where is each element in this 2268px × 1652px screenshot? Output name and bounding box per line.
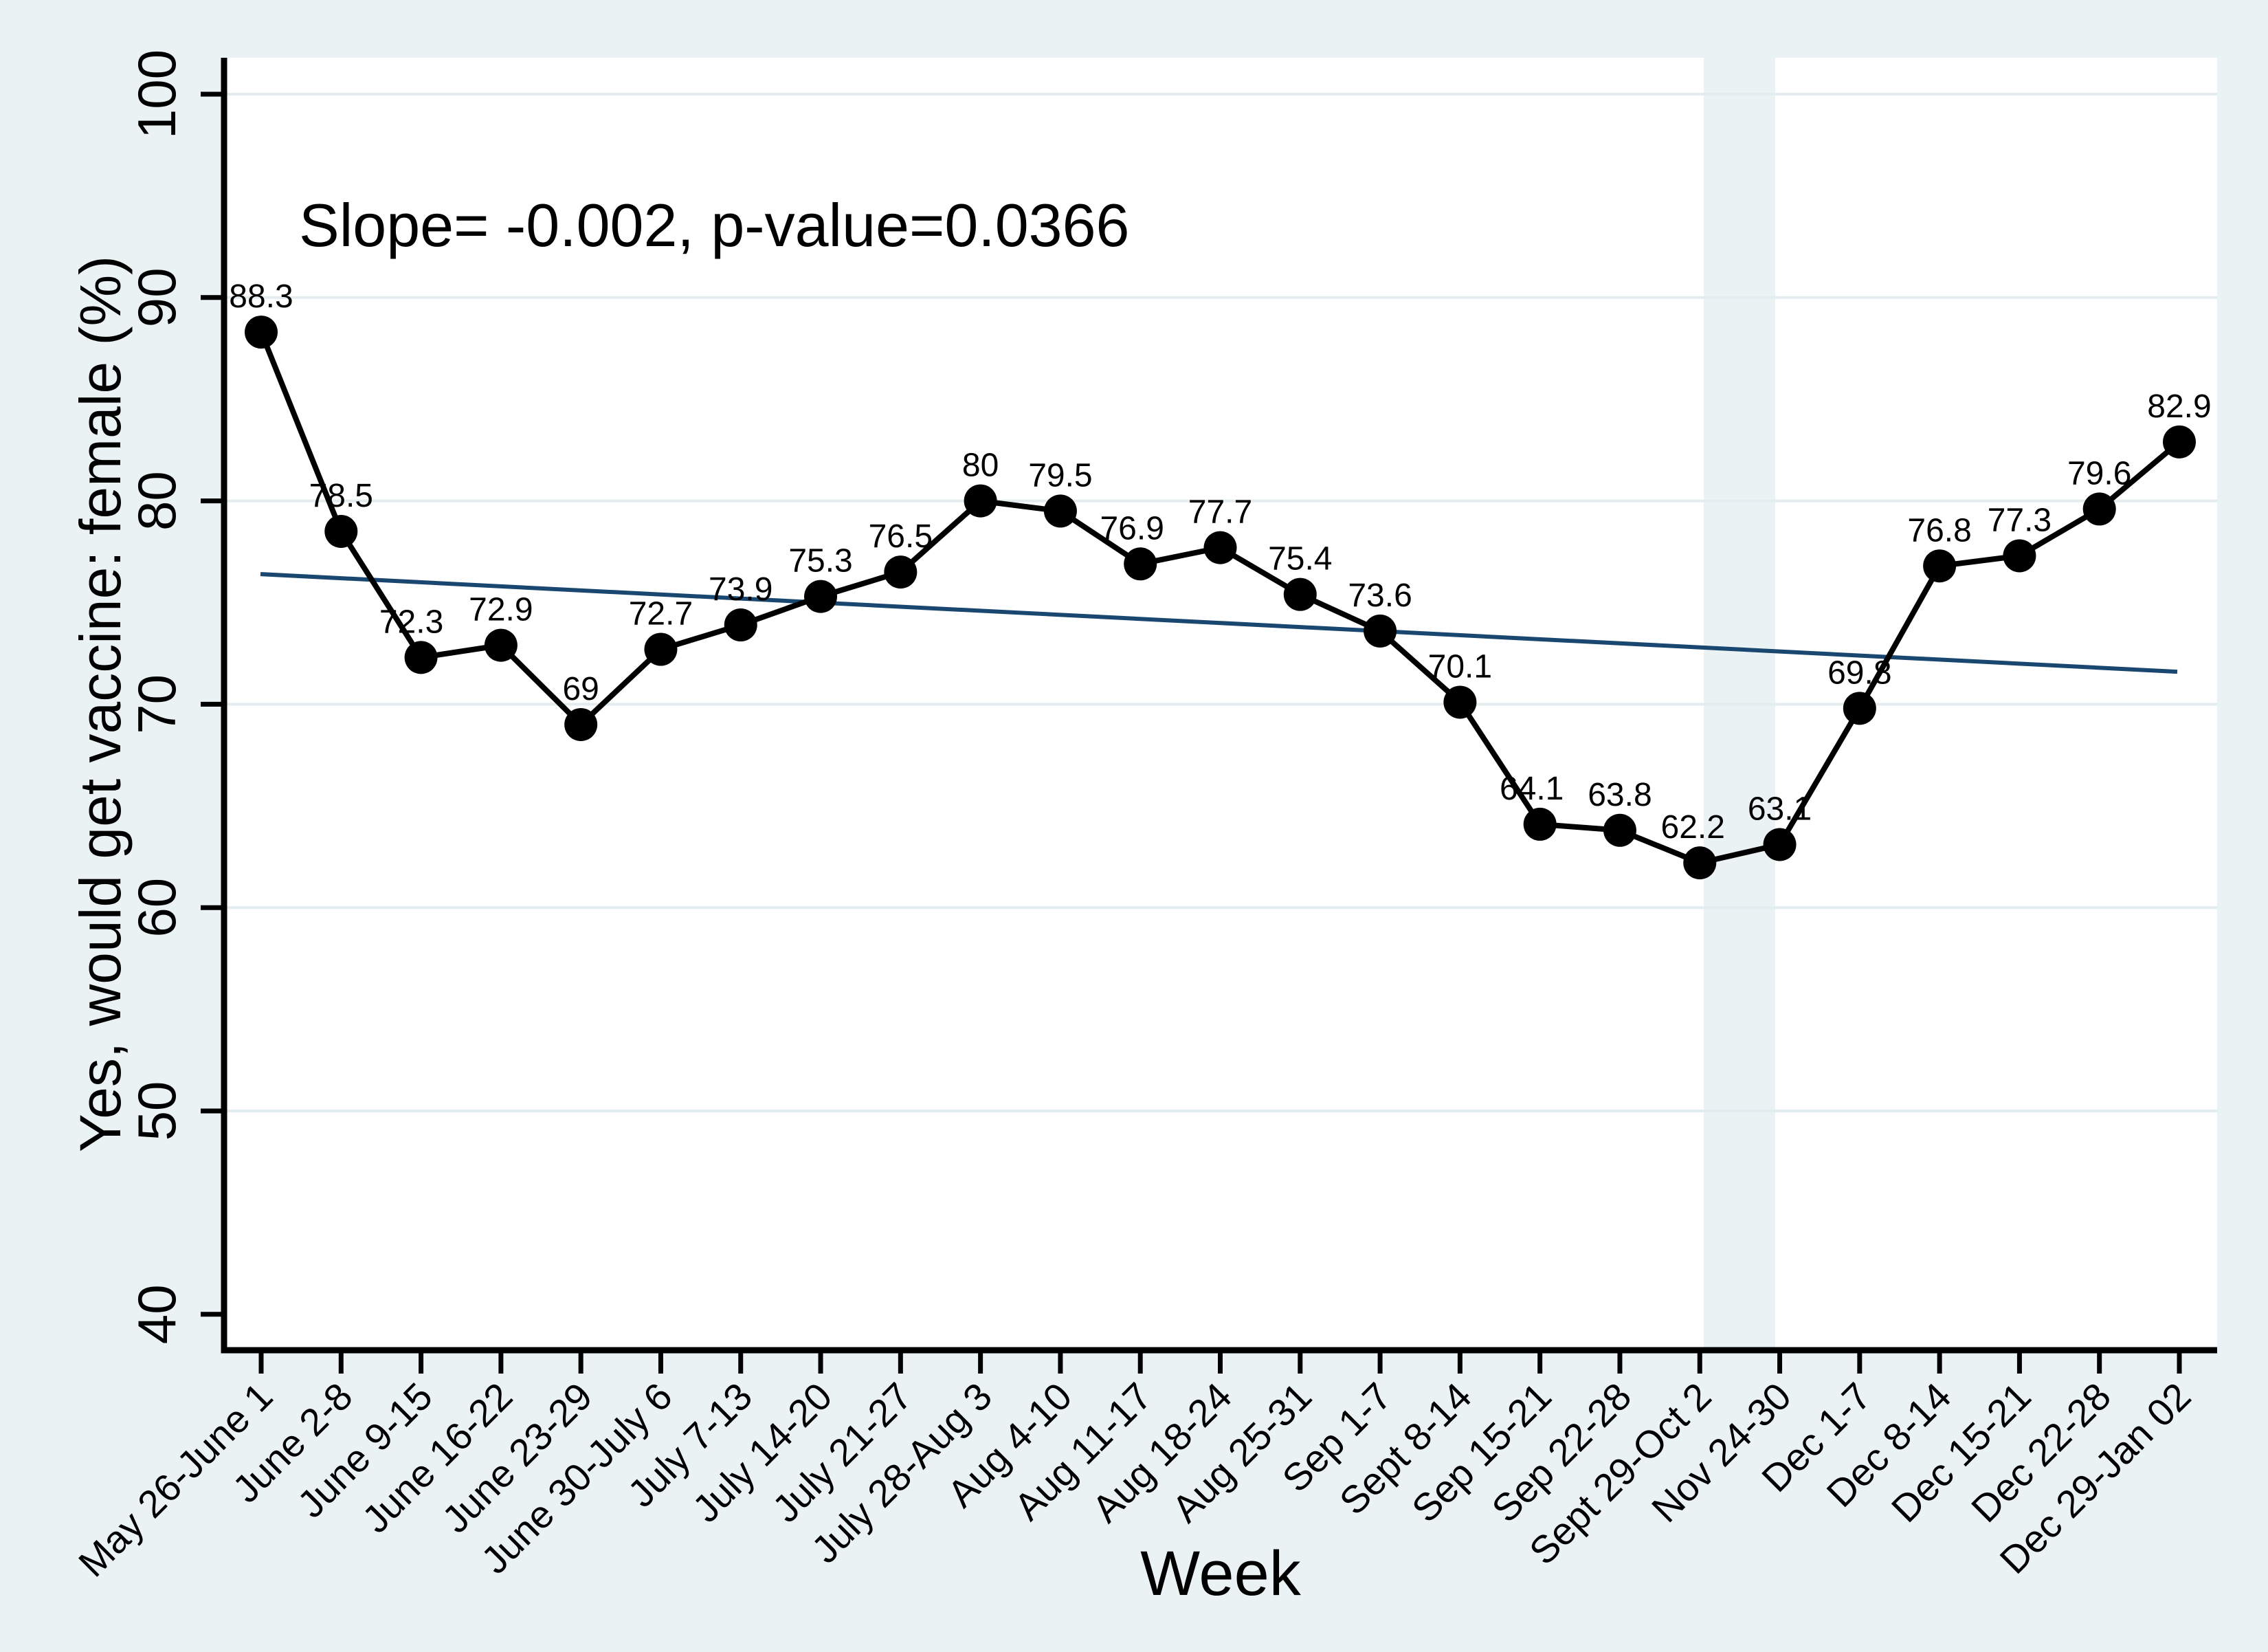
data-point-22: [2003, 539, 2036, 573]
data-point-label-0: 88.3: [229, 278, 293, 315]
data-point-18: [1683, 846, 1717, 880]
data-point-label-24: 82.9: [2147, 388, 2211, 425]
data-point-0: [245, 316, 278, 349]
data-point-14: [1364, 614, 1397, 648]
data-point-6: [724, 608, 757, 642]
trend-line-layer: [260, 572, 2178, 674]
data-point-label-8: 76.5: [869, 518, 933, 555]
data-point-label-17: 63.8: [1588, 777, 1652, 813]
data-point-label-4: 69: [562, 671, 599, 707]
y-tick-label-50: 50: [126, 1081, 187, 1141]
data-point-label-1: 78.5: [309, 478, 373, 514]
data-point-11: [1124, 547, 1157, 581]
data-point-label-7: 75.3: [788, 543, 852, 580]
data-point-label-14: 73.6: [1348, 577, 1412, 614]
data-point-label-12: 77.7: [1188, 494, 1252, 531]
data-point-label-21: 76.8: [1907, 512, 1971, 549]
data-point-label-18: 62.2: [1661, 809, 1725, 846]
data-point-19: [1763, 828, 1797, 861]
data-point-label-16: 64.1: [1500, 771, 1564, 807]
y-tick-label-100: 100: [126, 49, 187, 139]
data-point-label-13: 75.4: [1268, 541, 1332, 577]
data-point-2: [404, 641, 438, 674]
y-tick-label-90: 90: [126, 267, 187, 327]
y-tick-label-70: 70: [126, 674, 187, 734]
y-axis-title: Yes, would get vaccine: female (%): [68, 256, 133, 1152]
data-point-label-22: 77.3: [1988, 502, 2052, 538]
data-point-17: [1603, 813, 1636, 847]
data-point-1: [324, 514, 358, 548]
y-tick-label-80: 80: [126, 471, 187, 531]
x-axis-title: Week: [1140, 1539, 1302, 1609]
data-point-8: [884, 555, 918, 589]
data-point-12: [1203, 531, 1237, 564]
y-tick-label-60: 60: [126, 878, 187, 938]
data-point-label-15: 70.1: [1428, 648, 1492, 685]
data-point-7: [804, 580, 838, 613]
data-point-23: [2082, 492, 2116, 526]
data-point-3: [484, 628, 518, 662]
data-point-label-20: 69.8: [1827, 654, 1891, 691]
data-point-21: [1923, 549, 1957, 583]
series-layer: [245, 316, 2196, 880]
gridline-layer: [224, 93, 2217, 1112]
data-point-15: [1443, 685, 1477, 719]
data-point-label-23: 79.6: [2067, 455, 2131, 492]
slope-annotation: Slope= -0.002, p-value=0.0366: [299, 191, 1130, 259]
data-point-label-5: 72.7: [629, 596, 693, 632]
marker-label-layer: 88.3 78.5 72.3 72.9 69 72.7 73.9 75.3 76.5 80 79.5…: [229, 278, 2211, 846]
data-point-4: [564, 707, 598, 741]
data-point-label-3: 72.9: [469, 592, 533, 628]
data-point-label-19: 63.1: [1748, 791, 1812, 828]
data-point-5: [644, 632, 678, 666]
data-point-24: [2163, 425, 2196, 459]
data-point-13: [1283, 577, 1317, 611]
data-point-9: [964, 484, 997, 518]
y-tick-label-40: 40: [126, 1284, 187, 1344]
data-point-label-2: 72.3: [379, 604, 443, 640]
data-point-20: [1843, 692, 1876, 725]
data-point-label-6: 73.9: [709, 571, 772, 608]
data-point-label-11: 76.9: [1100, 510, 1164, 547]
data-point-label-10: 79.5: [1028, 457, 1092, 494]
trend-line: [260, 572, 2178, 674]
data-point-16: [1523, 807, 1557, 841]
data-point-10: [1043, 494, 1077, 528]
data-point-label-9: 80: [962, 448, 999, 484]
